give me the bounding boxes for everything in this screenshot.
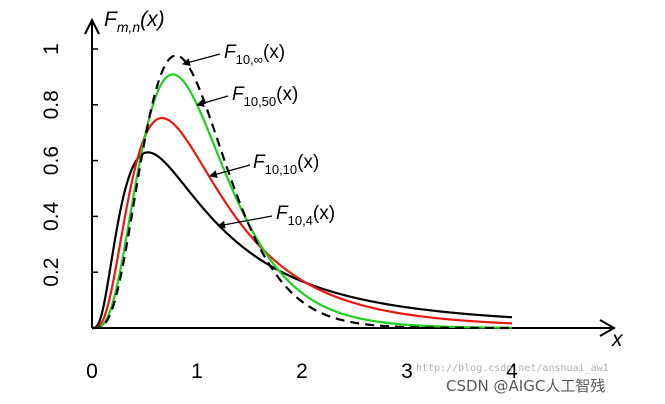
ticks: 0 1 2 3 4 0.2 0.4 0.6 0.8 1 — [40, 43, 518, 383]
x-tick-label: 2 — [296, 360, 308, 383]
f-10-inf-curve — [92, 54, 512, 330]
callout-f-10-inf-label: F10,∞(x) — [224, 42, 285, 67]
callout-f-10-50-arrow — [196, 95, 229, 107]
watermark-faint: http://blog.csdn.net/anshuai_aw1 — [416, 363, 609, 374]
callout-arg: (x) — [263, 42, 285, 63]
y-tick-label: 0.2 — [40, 258, 63, 287]
callout-main: F — [224, 42, 237, 63]
x-tick-label: 0 — [86, 360, 98, 383]
callout-f-10-4-arrow — [217, 215, 273, 229]
y-axis-title-sub: m,n — [117, 19, 141, 35]
f-10-50-curve — [92, 73, 513, 330]
callout-sub: 10,∞ — [236, 52, 263, 67]
callout-main: F — [232, 84, 245, 105]
callouts: F10,∞(x)F10,50(x)F10,10(x)F10,4(x) — [182, 42, 335, 229]
callout-f-10-10-arrow — [209, 164, 251, 179]
x-tick-label: 1 — [191, 360, 203, 383]
callout-f-10-4-label: F10,4(x) — [276, 203, 335, 228]
callout-arg: (x) — [297, 152, 319, 173]
callout-main: F — [276, 203, 289, 224]
x-tick-label: 3 — [401, 360, 413, 383]
callout-arg: (x) — [276, 84, 298, 105]
callout-sub: 10,50 — [244, 94, 277, 109]
x-axis-title: x — [611, 328, 624, 351]
y-axis-title: Fm,n(x) — [104, 8, 165, 35]
y-axis-arrow — [84, 17, 100, 35]
x-axis-arrow — [599, 319, 617, 337]
callout-arg: (x) — [313, 203, 335, 224]
y-tick-label: 0.8 — [40, 90, 63, 119]
callout-sub: 10,4 — [288, 213, 313, 228]
callout-f-10-50-label: F10,50(x) — [232, 84, 298, 109]
callout-main: F — [253, 152, 266, 173]
y-axis-title-arg: (x) — [140, 8, 165, 31]
y-axis-title-main: F — [104, 8, 118, 31]
y-tick-label: 0.6 — [40, 146, 63, 175]
callout-f-10-10-label: F10,10(x) — [253, 152, 319, 177]
x-tick-label: 4 — [506, 360, 518, 383]
watermark-main: CSDN @AIGC人工智残 — [446, 377, 605, 395]
y-tick-label: 0.4 — [40, 201, 63, 231]
curves — [92, 54, 513, 330]
callout-f-10-inf-arrow — [182, 53, 221, 67]
y-tick-label: 1 — [40, 43, 63, 55]
f-10-10-curve — [92, 116, 513, 330]
callout-sub: 10,10 — [265, 162, 298, 177]
